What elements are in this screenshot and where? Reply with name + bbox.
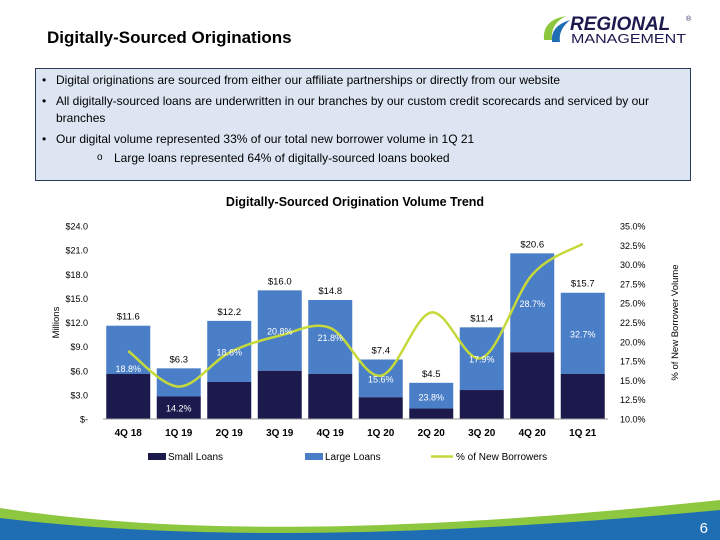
bullet-item: Our digital volume represented 33% of ou… [42,131,682,148]
y2-tick-label: 20.0% [620,337,646,347]
small-loans-bar [409,408,454,419]
x-tick-label: 1Q 19 [165,428,193,439]
logo-swoosh-icon [543,16,570,42]
pct-data-label: 18.8% [115,364,141,374]
y-tick-label: $- [80,415,88,425]
origination-volume-chart: Digitally-Sourced Origination Volume Tre… [51,195,681,463]
new-borrowers-line [127,242,584,388]
legend-swatch [148,453,166,460]
bar-total-label: $12.2 [217,307,241,318]
legend-label: % of New Borrowers [456,452,547,463]
bar-total-label: $11.6 [117,312,140,323]
pct-data-label: 28.7% [519,299,545,309]
large-loans-bar [358,359,403,398]
small-loans-bar [560,373,605,419]
large-loans-bar [560,292,605,374]
bar-total-label: $6.3 [170,354,189,365]
legend-label: Small Loans [168,452,223,463]
y-tick-label: $18.0 [65,270,88,280]
y2-tick-label: 27.5% [620,279,646,289]
x-tick-label: 2Q 19 [216,428,244,439]
small-loans-bar [510,352,555,419]
y-tick-label: $24.0 [65,222,88,232]
chart-title: Digitally-Sourced Origination Volume Tre… [226,195,484,209]
sub-bullet-item: Large loans represented 64% of digitally… [42,149,682,167]
pct-data-label: 32.7% [570,329,596,339]
small-loans-bar [106,373,151,419]
logo-top-text: REGIONAL [570,14,670,35]
footer-wave [0,500,720,540]
y-tick-label: $21.0 [65,246,88,256]
y-tick-label: $12.0 [65,318,88,328]
bar-total-label: $11.4 [470,313,493,324]
legend-label: Large Loans [325,452,381,463]
pct-data-label: 14.2% [166,404,192,414]
x-tick-label: 4Q 18 [115,428,143,439]
y2-axis-label: % of New Borrower Volume [670,264,681,380]
y2-tick-label: 30.0% [620,260,646,270]
small-loans-bar [358,397,403,419]
y2-tick-label: 15.0% [620,376,646,386]
bullet-item: Digital originations are sourced from ei… [42,72,682,89]
bar-total-label: $15.7 [571,279,595,290]
bullet-item: All digitally-sourced loans are underwri… [42,93,682,127]
y2-tick-label: 10.0% [620,415,646,425]
y-tick-label: $6.0 [70,366,88,376]
y2-tick-label: 12.5% [620,395,646,405]
page-title: Digitally-Sourced Originations [47,28,292,47]
small-loans-bar [207,382,252,419]
large-loans-bar [510,253,555,353]
bullet-box: Digital originations are sourced from ei… [35,68,691,181]
footer-blue-band [0,510,720,540]
y2-tick-label: 22.5% [620,318,646,328]
small-loans-bar [459,390,504,419]
company-logo: REGIONAL ® MANAGEMENT [543,14,692,46]
y2-tick-label: 32.5% [620,241,646,251]
pct-data-label: 18.6% [216,347,242,357]
x-tick-label: 1Q 21 [569,428,597,439]
x-tick-label: 2Q 20 [418,428,446,439]
y2-tick-label: 17.5% [620,357,646,367]
pct-data-label: 21.8% [317,333,343,343]
page-number: 6 [699,520,708,537]
y-tick-label: $3.0 [70,390,88,400]
legend-swatch [305,453,323,460]
x-tick-label: 3Q 19 [266,428,294,439]
bar-total-label: $7.4 [372,345,391,356]
pct-data-label: 23.8% [418,393,444,403]
y-axis-label: Millions [51,306,62,338]
bar-total-label: $20.6 [520,239,544,250]
large-loans-bar [409,382,454,409]
pct-data-label: 20.8% [267,327,293,337]
y-tick-label: $15.0 [65,294,88,304]
y-tick-label: $9.0 [70,342,88,352]
small-loans-bar [308,373,353,419]
x-tick-label: 4Q 20 [519,428,547,439]
logo-bottom-text: MANAGEMENT [571,31,686,46]
x-tick-label: 4Q 19 [317,428,345,439]
y2-tick-label: 35.0% [620,222,646,232]
y2-tick-label: 25.0% [620,299,646,309]
logo-mark: ® [686,15,692,23]
bar-total-label: $4.5 [422,369,441,380]
bar-total-label: $14.8 [318,286,342,297]
small-loans-bar [156,396,201,419]
pct-data-label: 15.6% [368,374,394,384]
x-tick-label: 3Q 20 [468,428,496,439]
large-loans-bar [156,368,201,397]
large-loans-bar [308,299,353,374]
small-loans-bar [257,370,302,419]
bar-total-label: $16.0 [268,276,292,287]
x-tick-label: 1Q 20 [367,428,395,439]
pct-data-label: 17.9% [469,355,495,365]
